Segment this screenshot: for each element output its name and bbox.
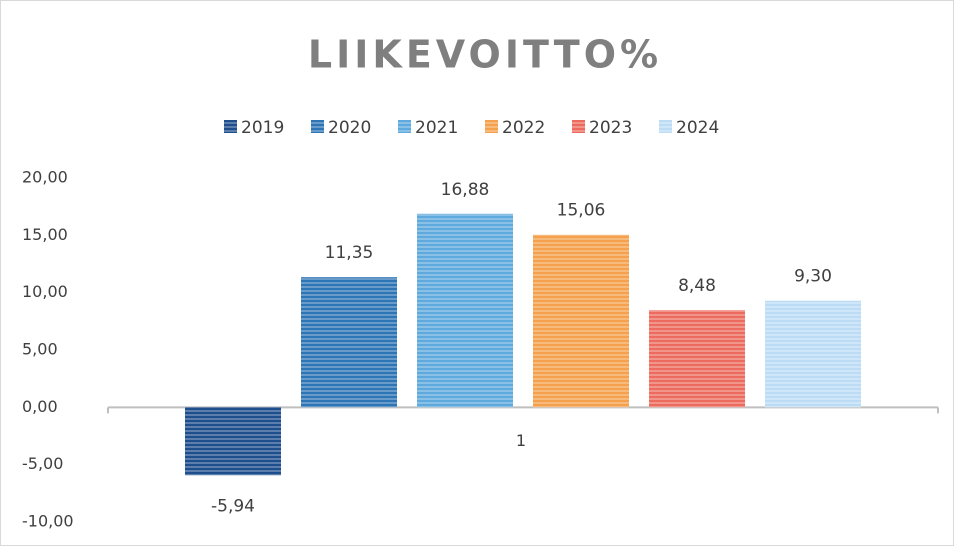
y-tick-label: 10,00 [22, 282, 68, 301]
bar [417, 213, 513, 408]
y-tick-label: 0,00 [22, 397, 58, 416]
legend-swatch [659, 120, 672, 133]
data-label: 9,30 [794, 267, 832, 287]
data-label: 8,48 [678, 276, 716, 296]
legend-swatch [311, 120, 324, 133]
y-tick-label: -5,00 [22, 454, 63, 473]
data-label: 15,06 [557, 201, 606, 221]
bar [301, 277, 397, 408]
bar [765, 300, 861, 408]
bar [533, 234, 629, 408]
legend-label: 2020 [328, 118, 371, 138]
legend-label: 2019 [241, 118, 284, 138]
y-tick-label: 20,00 [22, 168, 68, 187]
data-label: 16,88 [441, 180, 490, 200]
data-label: -5,94 [211, 496, 255, 516]
legend-swatch [572, 120, 585, 133]
y-tick-label: -10,00 [22, 512, 74, 531]
legend-swatch [224, 120, 237, 133]
x-tick-label: 1 [516, 431, 526, 450]
data-label: 11,35 [325, 243, 374, 263]
legend-label: 2022 [502, 118, 545, 138]
legend-label: 2021 [415, 118, 458, 138]
y-tick-label: 15,00 [22, 225, 68, 244]
legend-swatch [485, 120, 498, 133]
chart-title: LIIKEVOITTO% [308, 33, 662, 77]
legend-swatch [398, 120, 411, 133]
bar [185, 407, 281, 476]
legend-label: 2023 [589, 118, 632, 138]
legend-label: 2024 [676, 118, 719, 138]
y-tick-label: 5,00 [22, 340, 58, 359]
bar [649, 310, 745, 408]
